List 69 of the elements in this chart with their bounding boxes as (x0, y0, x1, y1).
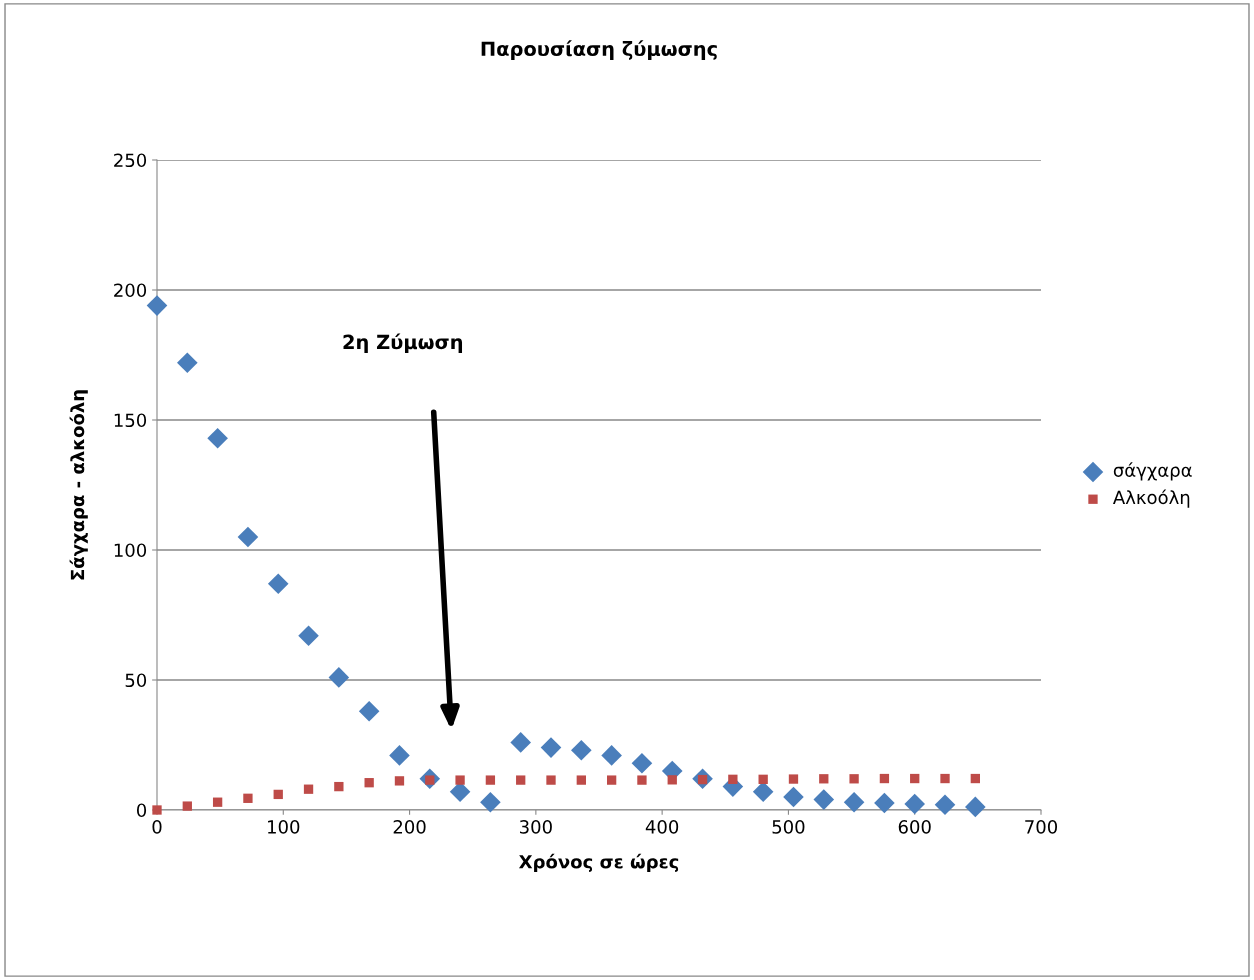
point (152, 805, 162, 815)
point (516, 775, 526, 785)
y-axis-title: Σάγχαρα - αλκοόλη (69, 390, 88, 580)
point (485, 775, 496, 785)
point (758, 774, 768, 784)
point (965, 796, 986, 818)
point (207, 427, 228, 449)
point (358, 700, 380, 722)
x-tick-label: 700 (1025, 820, 1058, 834)
point (177, 352, 198, 374)
x-tick-label: 400 (645, 820, 679, 834)
x-tick-label: 200 (393, 820, 426, 834)
point (182, 801, 192, 811)
x-tick-label: 0 (152, 820, 162, 834)
x-tick-label: 600 (898, 820, 931, 834)
point (546, 775, 556, 785)
point (510, 732, 531, 753)
point (879, 773, 890, 784)
point (298, 625, 319, 647)
point (843, 791, 865, 813)
point (601, 745, 622, 766)
point (455, 775, 465, 785)
point (267, 573, 289, 595)
point (394, 776, 405, 786)
point (480, 791, 501, 813)
point (910, 773, 920, 784)
point (728, 774, 738, 784)
point (576, 775, 586, 785)
point (813, 789, 835, 810)
chart-title: Παρουσίαση ζύμωσης (481, 40, 717, 60)
y-tick-label: 150 (114, 413, 147, 428)
point (237, 526, 259, 548)
point (637, 775, 647, 785)
point (273, 789, 283, 800)
x-tick-label: 500 (772, 820, 805, 834)
point (904, 793, 926, 815)
point (874, 792, 895, 814)
point (631, 752, 653, 774)
annotation: 2η Ζύμωση (343, 333, 463, 354)
legend-label: Αλκοόλη (1112, 489, 1190, 508)
y-tick-label: 50 (125, 673, 147, 688)
point (571, 739, 592, 761)
point (783, 786, 804, 808)
y-tick-label: 0 (136, 803, 147, 818)
point (540, 737, 562, 758)
point (970, 773, 980, 784)
y-tick-label: 250 (114, 153, 147, 168)
y-tick-label: 100 (114, 543, 147, 558)
y-tick-label: 200 (114, 283, 147, 298)
point (940, 773, 950, 784)
x-tick-label: 300 (520, 820, 552, 834)
x-axis-title: Χρόνος σε ώρες (518, 853, 679, 873)
legend-label: σάγχαρα (1113, 462, 1192, 481)
point (667, 775, 677, 785)
x-tick-label: 100 (268, 820, 300, 834)
point (788, 774, 799, 784)
point (212, 797, 223, 807)
point (146, 295, 168, 316)
point (243, 793, 253, 803)
point (364, 778, 374, 788)
point (849, 774, 859, 784)
point (819, 774, 829, 784)
point (303, 784, 314, 794)
point (334, 781, 344, 792)
point (328, 667, 350, 688)
point (934, 794, 956, 816)
point (752, 781, 774, 803)
point (606, 775, 617, 785)
point (389, 745, 410, 766)
